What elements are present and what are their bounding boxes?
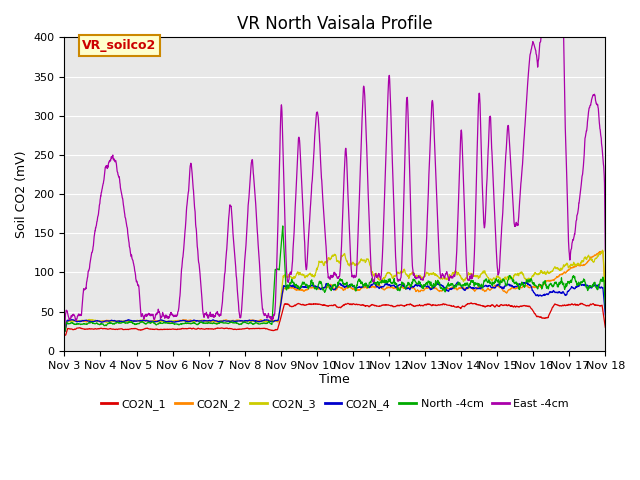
- Y-axis label: Soil CO2 (mV): Soil CO2 (mV): [15, 150, 28, 238]
- Legend: CO2N_1, CO2N_2, CO2N_3, CO2N_4, North -4cm, East -4cm: CO2N_1, CO2N_2, CO2N_3, CO2N_4, North -4…: [96, 395, 573, 414]
- X-axis label: Time: Time: [319, 373, 350, 386]
- Title: VR North Vaisala Profile: VR North Vaisala Profile: [237, 15, 433, 33]
- Text: VR_soilco2: VR_soilco2: [83, 39, 157, 52]
